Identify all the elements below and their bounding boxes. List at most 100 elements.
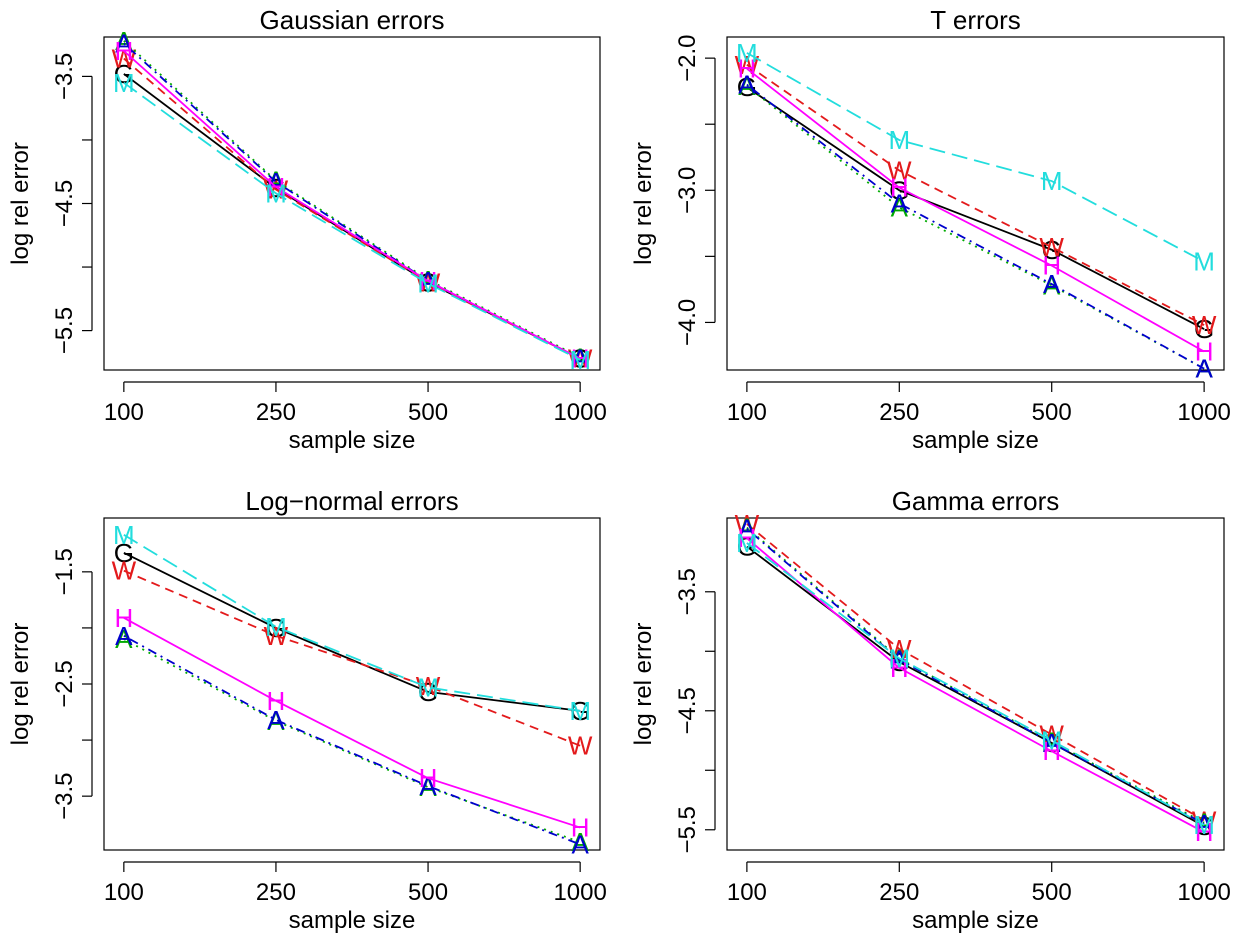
data-point-marker: A — [115, 624, 133, 654]
series-line — [746, 542, 1205, 826]
data-point-marker: H — [1195, 337, 1214, 367]
series-line — [123, 57, 581, 360]
data-point-marker: M — [113, 68, 135, 98]
data-point-marker: A — [115, 28, 133, 58]
x-axis-label: sample size — [912, 907, 1039, 934]
data-point-marker: A — [115, 621, 133, 651]
data-point-marker: M — [265, 178, 287, 208]
y-tick-label: −4.5 — [674, 687, 701, 734]
y-tick-label: −3.0 — [674, 167, 701, 214]
data-point-marker: H — [419, 763, 438, 793]
series-line — [746, 83, 1205, 370]
y-axis-label: log rel error — [630, 142, 657, 265]
data-point-marker: H — [267, 172, 286, 202]
x-tick-label: 1000 — [553, 879, 606, 906]
y-tick-label: −5.5 — [674, 806, 701, 853]
series-line — [746, 528, 1205, 825]
data-point-marker: W — [568, 731, 593, 761]
data-point-marker: W — [416, 671, 441, 701]
data-point-marker: M — [1193, 247, 1215, 277]
y-axis-label: log rel error — [7, 623, 34, 746]
data-point-marker: H — [1195, 817, 1214, 847]
plot-frame — [103, 36, 601, 371]
data-point-marker: M — [265, 612, 287, 642]
data-point-marker: A — [738, 514, 756, 544]
data-point-marker: W — [264, 621, 289, 651]
series-line — [123, 634, 581, 846]
data-point-marker: M — [113, 520, 135, 550]
plot-frame — [726, 36, 1225, 371]
data-point-marker: M — [1041, 726, 1063, 756]
series-line — [123, 569, 581, 747]
series-h-solid: H H H H — [737, 54, 1213, 367]
data-point-marker: M — [888, 643, 910, 673]
data-point-marker: W — [1192, 310, 1217, 340]
data-point-marker: G — [737, 532, 757, 562]
series-m-longdash: M M M M — [736, 38, 1215, 277]
data-point-marker: G — [114, 59, 134, 89]
series-m-longdash: M M M M — [113, 68, 591, 375]
data-point-marker: A — [571, 827, 589, 857]
data-point-marker: M — [888, 125, 910, 155]
data-point-marker: H — [267, 686, 286, 716]
series-a-dotted: A A A A — [115, 26, 589, 372]
y-tick-label: −2.0 — [674, 34, 701, 81]
data-point-marker: A — [419, 265, 437, 295]
x-tick-label: 500 — [1032, 879, 1072, 906]
data-point-marker: G — [114, 538, 134, 568]
x-tick-label: 100 — [727, 879, 767, 906]
x-axis-label: sample size — [912, 427, 1039, 454]
data-point-marker: W — [735, 509, 760, 539]
data-point-marker: A — [1195, 354, 1213, 384]
data-point-marker: A — [1043, 728, 1061, 758]
series-line — [746, 68, 1205, 353]
series-line — [123, 534, 581, 712]
data-point-marker: H — [419, 266, 438, 296]
data-point-marker: A — [267, 166, 285, 196]
data-point-marker: A — [1195, 354, 1213, 384]
data-point-marker: M — [1193, 810, 1215, 840]
x-tick-label: 1000 — [553, 399, 606, 426]
data-point-marker: M — [1041, 166, 1063, 196]
series-m-longdash: M M M M — [736, 528, 1215, 840]
data-point-marker: M — [417, 672, 439, 702]
data-point-marker: G — [737, 72, 757, 102]
series-h-solid: H H H H — [114, 603, 589, 843]
series-line — [746, 64, 1205, 326]
series-m-longdash: M M M M — [113, 520, 591, 726]
data-point-marker: G — [1194, 811, 1214, 841]
chart-panel-log-normal-errors: Log−normal errors 100 250 500 1000 sample siz… — [7, 486, 607, 934]
data-point-marker: W — [416, 267, 441, 297]
x-tick-label: 100 — [104, 879, 144, 906]
chart-title: Gamma errors — [892, 486, 1060, 516]
data-point-marker: A — [891, 189, 909, 219]
data-point-marker: A — [115, 26, 133, 56]
series-line — [746, 545, 1205, 827]
series-line — [123, 617, 581, 829]
data-point-marker: G — [266, 613, 286, 643]
data-point-marker: A — [1043, 269, 1061, 299]
data-point-marker: A — [571, 342, 589, 372]
y-axis-label: log rel error — [630, 623, 657, 746]
x-tick-label: 1000 — [1177, 879, 1230, 906]
data-point-marker: H — [1042, 251, 1061, 281]
x-tick-label: 100 — [727, 399, 767, 426]
series-line — [746, 85, 1205, 370]
chart-panel-t-errors: T errors 100 250 500 1000 sample size −2.0 −3.0… — [630, 5, 1231, 454]
series-w-dashed: W W W W — [112, 556, 593, 761]
series-line — [123, 50, 581, 360]
chart-title: Gaussian errors — [260, 5, 445, 35]
y-tick-label: −1.5 — [51, 548, 78, 595]
data-point-marker: A — [267, 705, 285, 735]
data-point-marker: A — [1195, 809, 1213, 839]
data-point-marker: W — [112, 556, 137, 586]
data-point-marker: W — [568, 344, 593, 374]
y-tick-label: −5.5 — [51, 307, 78, 354]
y-tick-label: −3.5 — [51, 772, 78, 819]
data-point-marker: M — [736, 38, 758, 68]
